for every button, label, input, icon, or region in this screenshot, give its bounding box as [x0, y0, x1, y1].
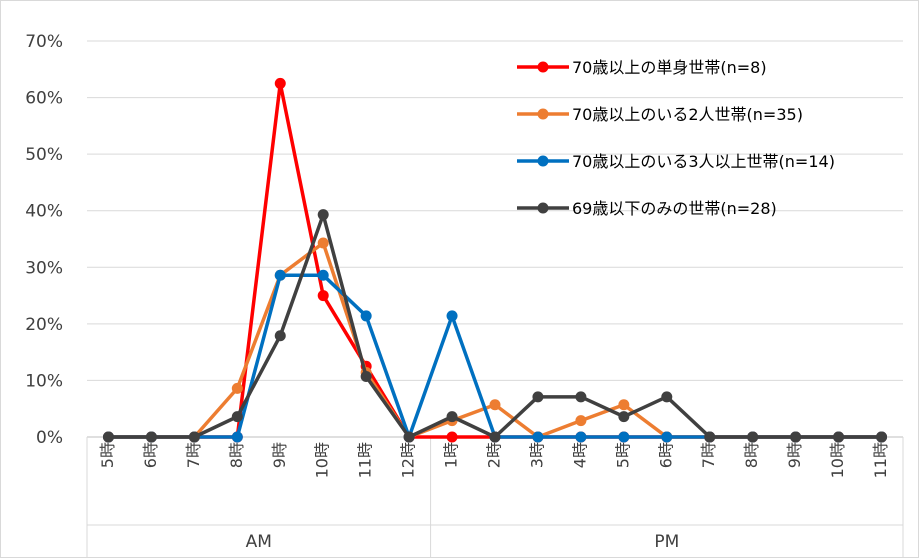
data-point	[575, 415, 587, 427]
legend-swatch-marker	[537, 61, 549, 73]
x-tick-label: 7時	[184, 442, 203, 468]
x-tick-label: 9時	[785, 442, 804, 468]
data-point	[618, 411, 630, 423]
x-tick-label: 5時	[613, 442, 632, 468]
x-tick-label: 7時	[699, 442, 718, 468]
x-tick-label: 3時	[527, 442, 546, 468]
data-point	[360, 370, 372, 382]
data-point	[661, 431, 673, 443]
y-tick-label: 20%	[25, 315, 63, 335]
group-label: AM	[246, 532, 272, 552]
x-tick-label: 12時	[399, 442, 418, 478]
x-tick-label: 8時	[227, 442, 246, 468]
data-point	[876, 431, 888, 443]
legend-entry: 69歳以下のみの世帯(n=28)	[517, 199, 777, 218]
data-point	[575, 391, 587, 403]
data-point	[446, 411, 458, 423]
x-tick-label: 5時	[98, 442, 117, 468]
x-tick-label: 2時	[485, 442, 504, 468]
legend-label: 70歳以上のいる3人以上世帯(n=14)	[572, 152, 835, 171]
legend-swatch-marker	[537, 155, 549, 167]
series-1	[102, 237, 888, 443]
legend-entry: 70歳以上の単身世帯(n=8)	[517, 58, 767, 77]
data-point	[317, 237, 329, 249]
legend-swatch-marker	[537, 108, 549, 120]
legend: 70歳以上の単身世帯(n=8) 70歳以上のいる2人世帯(n=35) 70歳以上のい…	[517, 58, 835, 218]
y-tick-label: 30%	[25, 258, 63, 278]
x-tick-label: 6時	[141, 442, 160, 468]
x-group-labels: AM PM	[246, 532, 680, 552]
y-tick-labels: 0% 10% 20% 30% 40% 50% 60% 70%	[25, 32, 63, 448]
data-point	[274, 269, 286, 281]
x-tick-label: 6時	[656, 442, 675, 468]
x-tick-label: 11時	[871, 442, 890, 478]
legend-swatch-marker	[537, 202, 549, 214]
series	[102, 77, 888, 443]
data-point	[489, 399, 501, 411]
series-3	[102, 209, 888, 443]
y-tick-label: 70%	[25, 32, 63, 52]
x-tick-label: 10時	[313, 442, 332, 478]
data-point	[532, 391, 544, 403]
x-tick-labels: 5時 6時 7時 8時 9時 10時 11時 12時 1時 2時 3時 4時 5時 6時 7時 8時 9時 10時…	[98, 442, 890, 478]
data-point	[833, 431, 845, 443]
data-point	[446, 310, 458, 322]
data-point	[360, 310, 372, 322]
x-tick-label: 10時	[828, 442, 847, 478]
data-point	[231, 382, 243, 394]
data-point	[489, 431, 501, 443]
group-label: PM	[654, 532, 679, 552]
series-line	[108, 81, 882, 439]
y-tick-label: 50%	[25, 145, 63, 165]
y-tick-label: 40%	[25, 202, 63, 222]
data-point	[618, 399, 630, 411]
x-tick-label: 4時	[570, 442, 589, 468]
data-point	[145, 431, 157, 443]
legend-label: 69歳以下のみの世帯(n=28)	[572, 199, 777, 218]
x-tick-label: 11時	[356, 442, 375, 478]
series-2	[102, 269, 888, 443]
x-tick-label: 8時	[742, 442, 761, 468]
data-point	[102, 431, 114, 443]
series-line	[108, 273, 882, 439]
data-point	[188, 431, 200, 443]
data-point	[274, 77, 286, 89]
data-point	[618, 431, 630, 443]
legend-entry: 70歳以上のいる3人以上世帯(n=14)	[517, 152, 835, 171]
data-point	[661, 391, 673, 403]
data-point	[790, 431, 802, 443]
gridlines	[87, 40, 903, 381]
legend-entry: 70歳以上のいる2人世帯(n=35)	[517, 105, 803, 124]
y-tick-label: 10%	[25, 371, 63, 391]
data-point	[532, 431, 544, 443]
data-point	[446, 431, 458, 443]
x-tick-label: 9時	[270, 442, 289, 468]
data-point	[317, 269, 329, 281]
data-point	[231, 411, 243, 423]
data-point	[747, 431, 759, 443]
legend-label: 70歳以上のいる2人世帯(n=35)	[572, 105, 803, 124]
data-point	[704, 431, 716, 443]
data-point	[231, 431, 243, 443]
data-point	[317, 290, 329, 302]
data-point	[575, 431, 587, 443]
data-point	[317, 209, 329, 221]
x-tick-label: 1時	[442, 442, 461, 468]
y-tick-label: 0%	[36, 428, 63, 448]
legend-label: 70歳以上の単身世帯(n=8)	[572, 58, 767, 77]
series-0	[102, 77, 888, 443]
data-point	[274, 330, 286, 342]
y-tick-label: 60%	[25, 89, 63, 109]
data-point	[403, 431, 415, 443]
